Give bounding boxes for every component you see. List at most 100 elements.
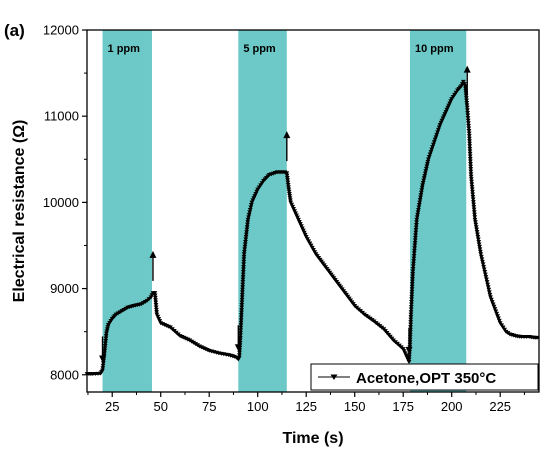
data-point <box>409 292 415 297</box>
data-point <box>421 176 427 181</box>
data-point <box>406 355 412 360</box>
data-point <box>419 188 425 193</box>
data-point <box>103 331 109 336</box>
exposure-bands <box>102 30 467 392</box>
data-point <box>409 302 414 307</box>
data-point <box>238 320 244 325</box>
data-point <box>465 113 471 118</box>
x-tick-label: 100 <box>247 399 269 414</box>
data-point <box>464 100 470 105</box>
data-point <box>102 346 108 351</box>
data-point <box>466 136 472 141</box>
data-point <box>485 285 491 290</box>
data-point <box>473 225 479 230</box>
data-point <box>409 284 415 289</box>
data-point <box>415 212 421 217</box>
data-point <box>462 84 468 89</box>
data-point <box>491 304 497 309</box>
data-point <box>152 291 158 296</box>
data-point <box>470 192 476 197</box>
data-point <box>467 154 473 159</box>
arrow-up-icon <box>149 250 157 281</box>
data-point <box>469 179 474 184</box>
data-point <box>475 232 480 237</box>
data-point <box>240 280 246 285</box>
data-point <box>239 295 245 300</box>
x-tick-label: 25 <box>105 399 119 414</box>
data-point <box>422 173 428 178</box>
event-arrows <box>99 65 471 363</box>
data-point <box>409 294 415 299</box>
data-point <box>534 335 540 340</box>
data-point <box>490 302 496 307</box>
data-point <box>465 121 471 126</box>
data-point <box>431 140 437 145</box>
data-point <box>410 269 416 274</box>
data-point <box>473 222 479 227</box>
data-point <box>312 250 318 255</box>
data-point <box>411 259 417 264</box>
data-point <box>156 316 162 321</box>
data-point <box>240 277 246 282</box>
data-point <box>104 327 110 332</box>
data-point <box>246 215 251 220</box>
data-point <box>468 174 474 179</box>
data-point <box>400 347 406 352</box>
x-axis-ticks: 25 50 75 100 125 150 175 200 225 <box>87 392 525 414</box>
data-point <box>239 300 245 305</box>
data-point <box>306 239 312 244</box>
data-point <box>297 222 303 227</box>
data-point <box>100 361 106 366</box>
data-point <box>154 312 160 317</box>
data-point <box>244 230 250 235</box>
data-point <box>293 211 298 216</box>
data-point <box>157 319 163 324</box>
data-point <box>100 366 106 371</box>
data-point <box>408 317 414 322</box>
data-point <box>475 237 481 242</box>
data-point <box>240 275 246 280</box>
data-point <box>241 262 247 267</box>
data-point <box>153 298 158 303</box>
data-point <box>286 187 292 192</box>
data-point <box>412 241 418 246</box>
data-point <box>471 210 477 215</box>
data-point <box>291 207 297 212</box>
data-point <box>460 79 466 84</box>
data-point <box>418 195 423 200</box>
data-point <box>238 315 244 320</box>
data-point <box>410 279 415 284</box>
data-point <box>238 333 243 338</box>
data-point <box>424 164 430 169</box>
data-point <box>429 147 435 152</box>
data-point <box>408 312 414 317</box>
data-point <box>311 247 316 252</box>
data-point <box>153 305 159 310</box>
data-point <box>426 157 431 162</box>
series-layer <box>84 79 540 377</box>
x-tick-label: 200 <box>441 399 463 414</box>
data-point <box>413 235 418 240</box>
data-point <box>292 209 297 214</box>
data-point <box>240 270 246 275</box>
data-point <box>241 257 247 262</box>
data-point <box>286 185 291 190</box>
data-point <box>409 282 415 287</box>
data-point <box>488 295 493 300</box>
data-point <box>481 267 487 272</box>
arrow-down-icon <box>234 325 242 352</box>
data-point <box>411 256 417 261</box>
data-point <box>465 116 471 121</box>
legend-marker-icon <box>330 374 338 380</box>
data-point <box>472 212 477 217</box>
data-point <box>475 235 481 240</box>
data-point <box>102 351 107 356</box>
data-point <box>413 230 419 235</box>
data-point <box>240 290 245 295</box>
data-point <box>238 325 244 330</box>
legend-entry-label: Acetone,OPT 350°C <box>356 370 496 387</box>
y-tick-label: 12000 <box>43 23 79 38</box>
data-point <box>155 314 161 319</box>
data-point <box>416 205 422 210</box>
data-point <box>412 246 418 251</box>
